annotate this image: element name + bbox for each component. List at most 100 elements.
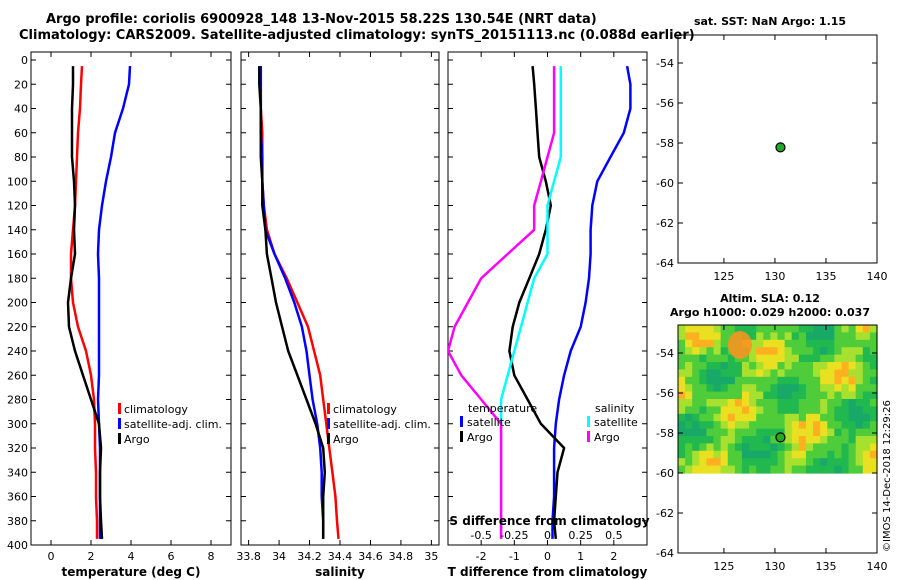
sla-cell bbox=[770, 450, 779, 459]
sla-cell bbox=[791, 332, 800, 341]
sla-cell bbox=[813, 369, 821, 378]
series-line-climatology bbox=[259, 66, 340, 540]
sla-cell bbox=[685, 325, 693, 333]
sla-cell bbox=[763, 354, 771, 363]
y-tick-label: 40 bbox=[14, 103, 28, 116]
sst-map-title: sat. SST: NaN Argo: 1.15 bbox=[694, 15, 846, 28]
sla-cell bbox=[734, 428, 743, 437]
sla-cell bbox=[834, 399, 843, 407]
sla-cell bbox=[869, 384, 878, 393]
sla-cell bbox=[678, 399, 686, 407]
sla-cell bbox=[813, 428, 821, 437]
sla-cell bbox=[848, 458, 857, 467]
sla-cell bbox=[798, 339, 807, 348]
sla-cell bbox=[699, 384, 708, 393]
sla-cell bbox=[834, 428, 843, 437]
sla-cell bbox=[685, 458, 693, 467]
sla-cell bbox=[848, 325, 857, 333]
sla-cell bbox=[805, 339, 814, 348]
sla-cell bbox=[798, 347, 807, 356]
sla-cell bbox=[777, 391, 786, 400]
sla-cell bbox=[713, 450, 722, 459]
sla-cell bbox=[741, 421, 750, 430]
sla-cell bbox=[784, 391, 793, 400]
sla-cell bbox=[805, 362, 814, 370]
map-x-tick-label-sst_map: 130 bbox=[764, 270, 785, 283]
sla-cell bbox=[713, 413, 722, 422]
y-tick-label: 400 bbox=[7, 539, 28, 552]
sla-cell bbox=[727, 369, 736, 378]
sla-cell bbox=[862, 428, 871, 437]
sla-cell bbox=[699, 354, 708, 363]
sla-cell bbox=[741, 384, 750, 393]
sla-cell bbox=[692, 458, 700, 467]
sla-cell bbox=[713, 332, 722, 341]
sla-cell bbox=[820, 436, 828, 444]
y-tick-label: 320 bbox=[7, 442, 28, 455]
sla-cell bbox=[834, 384, 843, 393]
sla-cell bbox=[862, 436, 871, 444]
sla-cell bbox=[820, 376, 828, 385]
x-tick-label-salinity: 34.6 bbox=[358, 550, 383, 563]
sla-cell bbox=[734, 458, 743, 467]
sla-cell bbox=[756, 465, 764, 474]
sla-cell bbox=[791, 325, 800, 333]
sla-cell bbox=[706, 384, 715, 393]
sla-cell bbox=[862, 325, 871, 333]
sla-cell bbox=[798, 354, 807, 363]
sla-cell bbox=[784, 384, 793, 393]
sla-cell bbox=[834, 332, 843, 341]
x-tick-label-salinity: 34.4 bbox=[328, 550, 353, 563]
sla-cell bbox=[770, 362, 779, 370]
sla-cell bbox=[727, 399, 736, 407]
sla-cell bbox=[699, 376, 708, 385]
x-tick-label-temperature: 8 bbox=[208, 550, 215, 563]
sla-cell bbox=[827, 413, 835, 422]
sla-cell bbox=[741, 354, 750, 363]
legend-title-salinity: salinity bbox=[595, 402, 635, 415]
sla-cell bbox=[756, 450, 764, 459]
sla-cell bbox=[805, 384, 814, 393]
sla-cell bbox=[827, 443, 835, 452]
sla-cell bbox=[862, 465, 871, 474]
sla-cell bbox=[706, 406, 715, 415]
sla-cell bbox=[862, 413, 871, 422]
sla-cell bbox=[848, 443, 857, 452]
sla-cell bbox=[692, 376, 700, 385]
y-tick-label: 160 bbox=[7, 248, 28, 261]
sla-cell bbox=[720, 384, 729, 393]
sla-cell bbox=[827, 450, 835, 459]
sla-cell bbox=[855, 436, 864, 444]
sla-cell bbox=[720, 391, 729, 400]
sla-cell bbox=[706, 354, 715, 363]
sla-cell bbox=[813, 413, 821, 422]
sla-cell bbox=[855, 362, 864, 370]
sla-cell bbox=[791, 354, 800, 363]
sla-cell bbox=[777, 450, 786, 459]
y-tick-label: 240 bbox=[7, 345, 28, 358]
sla-cell bbox=[734, 376, 743, 385]
sla-cell bbox=[862, 332, 871, 341]
sla-cell bbox=[741, 362, 750, 370]
sla-cell bbox=[720, 450, 729, 459]
sla-cell bbox=[692, 362, 700, 370]
sla-cell bbox=[756, 428, 764, 437]
sla-cell bbox=[706, 332, 715, 341]
sla-cell bbox=[727, 421, 736, 430]
sla-cell bbox=[720, 421, 729, 430]
sla-cell bbox=[813, 391, 821, 400]
map-x-tick-label-sla_map: 135 bbox=[815, 560, 836, 573]
x-tick-label-salinity: 34.2 bbox=[297, 550, 322, 563]
sla-cell bbox=[798, 399, 807, 407]
sla-cell bbox=[678, 421, 686, 430]
sla-cell bbox=[699, 406, 708, 415]
legend-label-t-argo: Argo bbox=[467, 431, 493, 444]
sla-cell bbox=[841, 362, 850, 370]
sla-cell bbox=[706, 362, 715, 370]
sla-cell bbox=[685, 413, 693, 422]
sla-cell bbox=[813, 436, 821, 444]
sla-cell bbox=[699, 428, 708, 437]
sla-cell bbox=[763, 347, 771, 356]
sla-cell bbox=[784, 428, 793, 437]
top-x-tick-label: -0.25 bbox=[500, 529, 528, 542]
